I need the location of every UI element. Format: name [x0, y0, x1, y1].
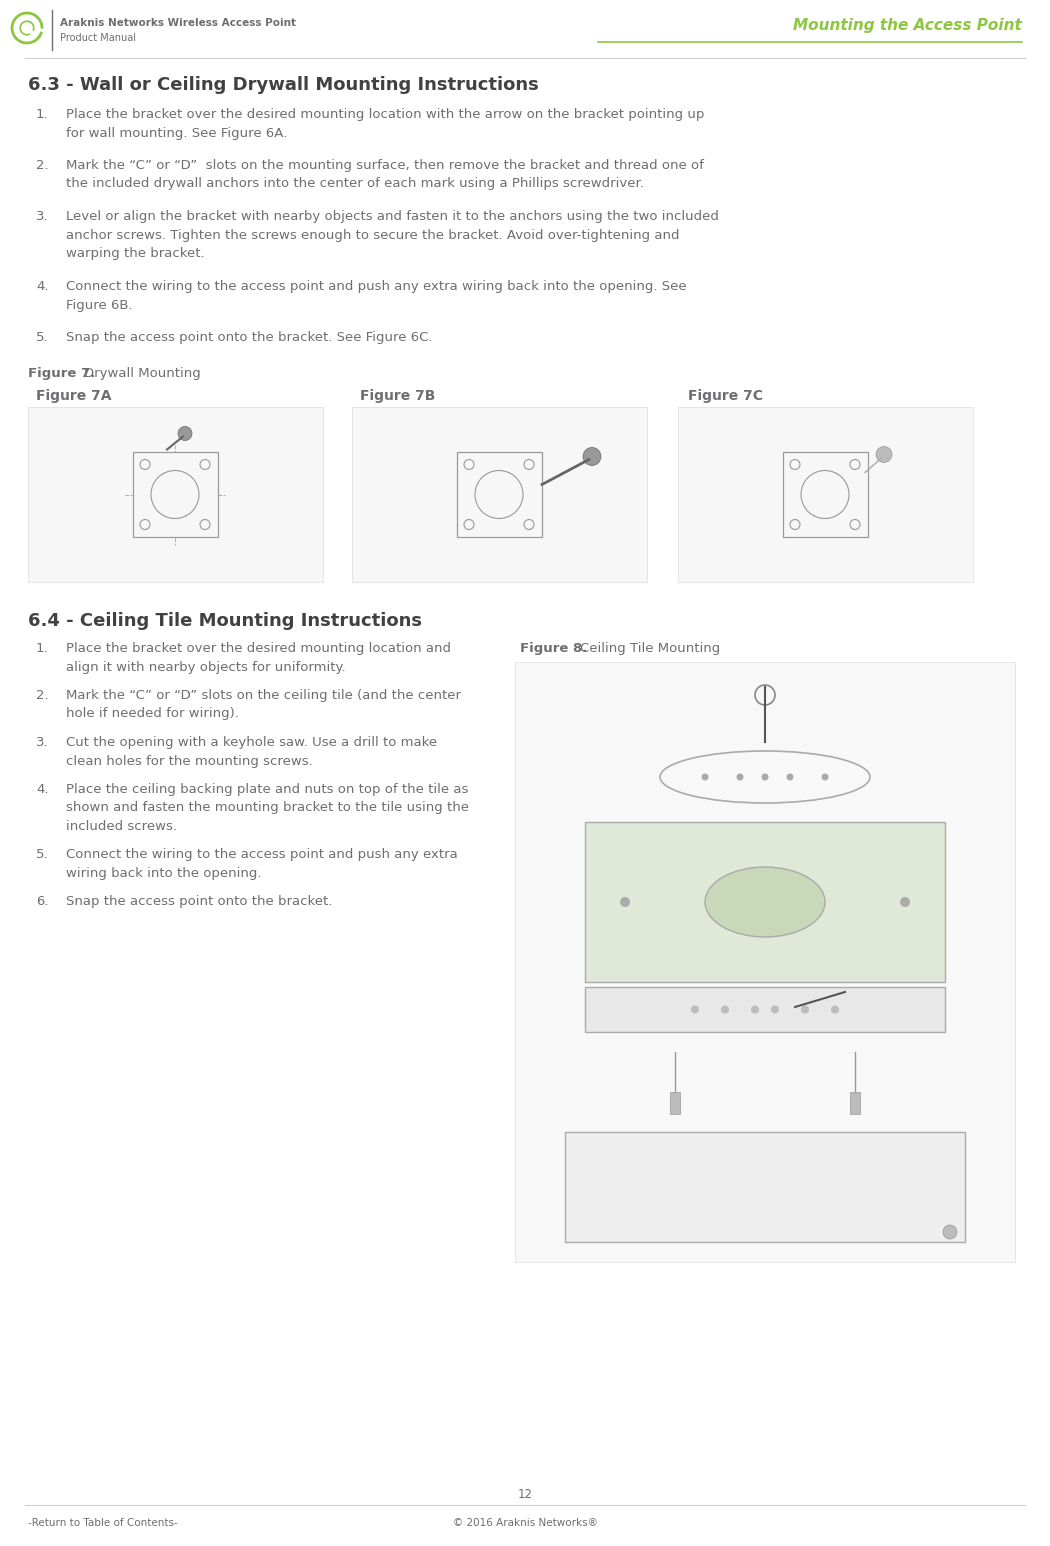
Text: 6.: 6. [36, 895, 48, 908]
Text: Place the ceiling backing plate and nuts on top of the tile as
shown and fasten : Place the ceiling backing plate and nuts… [66, 782, 469, 833]
Text: Figure 7.: Figure 7. [28, 366, 96, 380]
Circle shape [771, 1005, 779, 1014]
Text: Place the bracket over the desired mounting location with the arrow on the brack: Place the bracket over the desired mount… [66, 108, 705, 139]
Text: Figure 7A: Figure 7A [36, 390, 111, 404]
Circle shape [831, 1005, 839, 1014]
Text: Mark the “C” or “D”  slots on the mounting surface, then remove the bracket and : Mark the “C” or “D” slots on the mountin… [66, 159, 704, 190]
Text: Figure 8.: Figure 8. [520, 642, 587, 656]
Circle shape [876, 447, 892, 462]
Bar [457, 451, 542, 536]
Text: Ceiling Tile Mounting: Ceiling Tile Mounting [580, 642, 720, 656]
Circle shape [620, 897, 630, 908]
Text: © 2016 Araknis Networks®: © 2016 Araknis Networks® [453, 1518, 597, 1527]
Circle shape [721, 1005, 729, 1014]
Text: Level or align the bracket with nearby objects and fasten it to the anchors usin: Level or align the bracket with nearby o… [66, 210, 719, 260]
Text: 3.: 3. [36, 210, 48, 223]
Text: Snap the access point onto the bracket. See Figure 6C.: Snap the access point onto the bracket. … [66, 331, 433, 345]
Text: Connect the wiring to the access point and push any extra
wiring back into the o: Connect the wiring to the access point a… [66, 849, 458, 880]
Bar [670, 1091, 680, 1115]
Text: 2.: 2. [36, 690, 48, 702]
Text: Mounting the Access Point: Mounting the Access Point [793, 19, 1022, 32]
Text: Drywall Mounting: Drywall Mounting [84, 366, 201, 380]
Ellipse shape [705, 867, 825, 937]
Bar [585, 822, 945, 982]
Circle shape [701, 773, 709, 781]
Text: Connect the wiring to the access point and push any extra wiring back into the o: Connect the wiring to the access point a… [66, 280, 687, 311]
Circle shape [786, 773, 794, 781]
Circle shape [801, 1005, 808, 1014]
Circle shape [178, 427, 192, 441]
Text: 6.3 - Wall or Ceiling Drywall Mounting Instructions: 6.3 - Wall or Ceiling Drywall Mounting I… [28, 76, 539, 94]
FancyBboxPatch shape [28, 407, 323, 581]
Bar [850, 1091, 860, 1115]
Text: -Return to Table of Contents-: -Return to Table of Contents- [28, 1518, 177, 1527]
FancyBboxPatch shape [678, 407, 973, 581]
Text: Snap the access point onto the bracket.: Snap the access point onto the bracket. [66, 895, 333, 908]
Text: Place the bracket over the desired mounting location and
align it with nearby ob: Place the bracket over the desired mount… [66, 642, 452, 674]
Bar [565, 1132, 965, 1241]
Text: 6.4 - Ceiling Tile Mounting Instructions: 6.4 - Ceiling Tile Mounting Instructions [28, 612, 422, 631]
Text: Figure 7C: Figure 7C [688, 390, 763, 404]
Circle shape [736, 773, 743, 781]
Text: Araknis Networks Wireless Access Point: Araknis Networks Wireless Access Point [60, 19, 296, 28]
FancyBboxPatch shape [352, 407, 647, 581]
Bar [585, 986, 945, 1033]
Bar [782, 451, 867, 536]
Circle shape [900, 897, 910, 908]
Circle shape [761, 773, 769, 781]
Text: 2.: 2. [36, 159, 48, 172]
Text: Cut the opening with a keyhole saw. Use a drill to make
clean holes for the moun: Cut the opening with a keyhole saw. Use … [66, 736, 437, 767]
Text: 4.: 4. [36, 782, 48, 796]
Text: 1.: 1. [36, 642, 48, 656]
Text: 1.: 1. [36, 108, 48, 121]
Circle shape [943, 1224, 957, 1238]
Text: 4.: 4. [36, 280, 48, 294]
Text: Mark the “C” or “D” slots on the ceiling tile (and the center
hole if needed for: Mark the “C” or “D” slots on the ceiling… [66, 690, 461, 720]
Text: Figure 7B: Figure 7B [360, 390, 436, 404]
Circle shape [821, 773, 828, 781]
Text: Product Manual: Product Manual [60, 32, 136, 43]
Circle shape [691, 1005, 699, 1014]
Circle shape [751, 1005, 759, 1014]
Bar [132, 451, 217, 536]
Text: 12: 12 [518, 1487, 532, 1501]
Text: 3.: 3. [36, 736, 48, 748]
FancyBboxPatch shape [514, 662, 1015, 1262]
Circle shape [583, 447, 601, 465]
Text: 5.: 5. [36, 331, 48, 345]
Text: 5.: 5. [36, 849, 48, 861]
